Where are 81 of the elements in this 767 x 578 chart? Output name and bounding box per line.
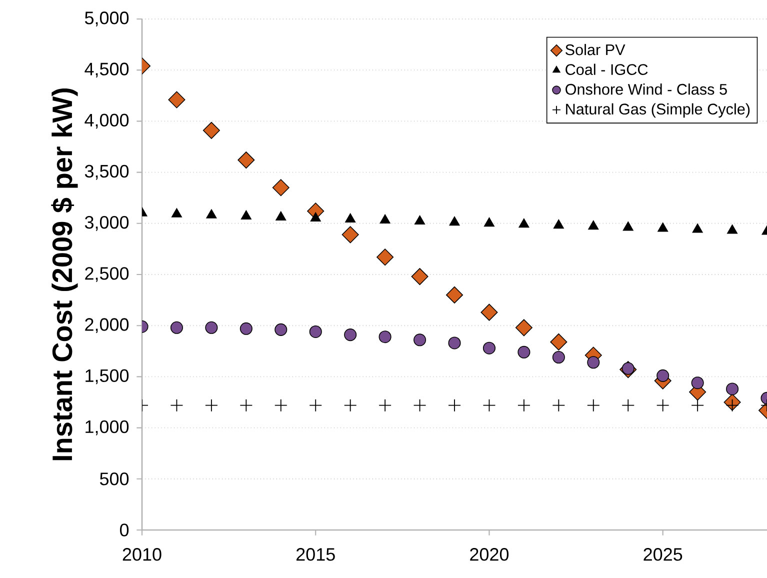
y-tick-label: 500 — [100, 472, 129, 486]
point — [378, 398, 392, 412]
point — [552, 351, 565, 364]
point — [380, 214, 390, 224]
y-tick-label: 4,500 — [84, 62, 129, 78]
y-tick-label: 3,000 — [84, 216, 129, 231]
point — [586, 398, 600, 412]
y-tick-label: 3,500 — [84, 164, 129, 180]
y-tick-label: 2,500 — [85, 267, 129, 282]
point — [726, 382, 739, 396]
point — [553, 219, 564, 229]
point — [171, 208, 182, 218]
legend-label: Coal - IGCC — [566, 64, 648, 75]
point — [206, 209, 217, 218]
point — [274, 398, 288, 412]
point — [309, 325, 322, 338]
legend-label: Solar PV — [566, 44, 626, 56]
legend-label: Natural Gas (Simple Cycle) — [566, 103, 750, 118]
point — [518, 218, 530, 228]
point — [342, 226, 359, 244]
point — [726, 398, 739, 412]
point — [411, 268, 428, 286]
x-tick-label: 2010 — [122, 548, 162, 561]
point — [204, 398, 218, 412]
x-tick-label: 2015 — [296, 548, 335, 561]
point — [240, 210, 252, 220]
point — [656, 398, 670, 412]
point — [310, 212, 321, 222]
point — [449, 216, 460, 226]
y-tick-label: 5,000 — [84, 12, 129, 26]
point — [587, 356, 600, 369]
point — [170, 321, 183, 334]
point — [588, 220, 599, 230]
point — [480, 304, 498, 321]
point — [413, 398, 426, 412]
point — [276, 211, 286, 220]
point — [622, 398, 635, 412]
point — [691, 398, 704, 412]
x-tick-label: 2025 — [644, 548, 682, 561]
point — [309, 398, 322, 412]
point — [446, 286, 464, 304]
point — [517, 398, 530, 412]
point — [658, 222, 668, 232]
point — [414, 215, 426, 225]
point — [345, 213, 356, 223]
y-tick-label: 1,500 — [86, 369, 129, 384]
x-tick-label: 2020 — [470, 548, 509, 561]
point — [482, 342, 496, 354]
point — [344, 328, 357, 342]
point — [274, 323, 288, 336]
point — [238, 152, 255, 169]
point — [414, 334, 426, 346]
point — [552, 398, 566, 412]
y-axis-title: Instant Cost (2009 $ per kW) — [51, 88, 78, 460]
point — [240, 322, 252, 335]
point — [518, 346, 530, 358]
point — [550, 333, 568, 350]
point — [622, 362, 634, 375]
point — [344, 398, 357, 412]
point — [272, 179, 290, 196]
point — [656, 369, 670, 382]
point — [376, 248, 394, 266]
y-tick-label: 2,000 — [85, 318, 129, 334]
point — [484, 217, 494, 227]
point — [448, 398, 461, 412]
point — [482, 398, 496, 412]
point — [378, 330, 392, 344]
point — [448, 336, 461, 350]
point — [170, 398, 184, 412]
legend-label: Onshore Wind - Class 5 — [566, 84, 727, 95]
point — [692, 224, 703, 233]
point — [202, 122, 220, 139]
point — [691, 376, 704, 390]
point — [240, 398, 253, 412]
point — [515, 319, 532, 336]
point — [727, 224, 738, 234]
y-tick-label: 4,000 — [84, 114, 129, 129]
y-tick-label: 0 — [120, 524, 129, 536]
point — [622, 221, 634, 231]
y-tick-label: 1,000 — [86, 420, 129, 436]
point — [205, 321, 218, 334]
